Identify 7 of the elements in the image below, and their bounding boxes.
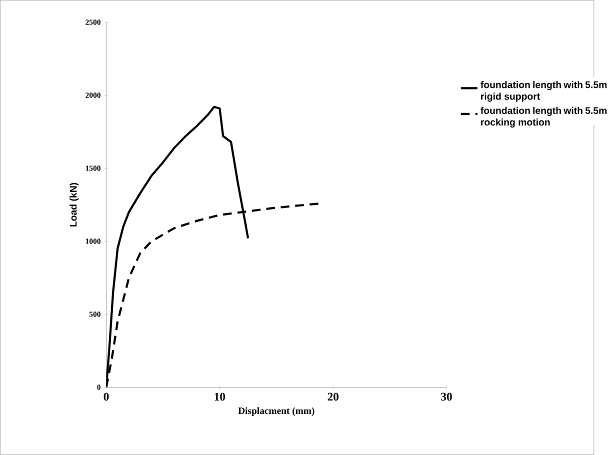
x-tick-label: 0 [104,392,109,401]
y-axis-title: Load (kN) [70,182,79,226]
legend-label: foundation length with 5.5m rocking motion [480,106,607,128]
x-tick-label: 10 [214,392,226,401]
x-tick-label: 30 [441,392,452,401]
x-axis-title: Displacment (mm) [238,407,314,416]
x-tick-label: 20 [328,392,338,401]
